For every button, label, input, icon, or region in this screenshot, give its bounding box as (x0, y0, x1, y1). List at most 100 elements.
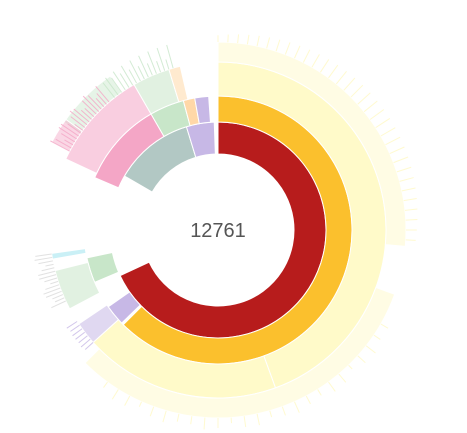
fringe-2-tick-7 (74, 123, 84, 131)
fringe-1-tick-10 (281, 406, 286, 416)
fringe-4-tick-9 (38, 270, 56, 276)
fringe-2-tick-0 (50, 140, 70, 152)
fringe-1-tick-4 (348, 364, 353, 370)
fringe-3-tick-2 (111, 77, 123, 93)
sunburst-fringe (34, 34, 418, 430)
fringe-3-tick-0 (102, 82, 115, 98)
fringe-3-tick-12 (156, 61, 162, 73)
fringe-2-tick-11 (80, 109, 92, 120)
fringe-3-tick-13 (156, 47, 166, 71)
fringe-1-tick-22 (124, 395, 131, 406)
center-hole (142, 154, 294, 306)
fringe-2-tick-16 (95, 97, 105, 108)
fringe-3-tick-10 (146, 63, 153, 76)
ring4-segment-3[interactable] (51, 118, 83, 152)
fringe-2-tick-8 (70, 116, 86, 128)
fringe-0-tick-2 (237, 34, 240, 44)
fringe-0-tick-6 (275, 39, 281, 52)
fringe-3-tick-9 (138, 55, 149, 78)
fringe-1-tick-23 (111, 389, 119, 400)
fringe-4-tick-0 (51, 300, 66, 309)
fringe-0-tick-21 (385, 136, 401, 146)
fringe-2-tick-17 (96, 93, 107, 105)
fringe-1-tick-3 (357, 355, 366, 364)
fringe-3-tick-1 (105, 77, 119, 96)
fringe-4-tick-1 (54, 297, 65, 303)
fringe-0-tick-8 (294, 45, 301, 59)
fringe-1-tick-21 (138, 401, 142, 407)
fringe-0-tick-9 (302, 49, 311, 63)
ring3-segment-7[interactable] (168, 65, 189, 103)
ring3-segment-2[interactable] (78, 304, 120, 344)
fringe-4-tick-6 (50, 280, 59, 285)
fringe-0-tick-24 (396, 166, 412, 173)
fringe-3-tick-15 (166, 44, 174, 69)
fringe-2-tick-5 (60, 123, 80, 137)
fringe-5-tick-3 (75, 331, 86, 340)
fringe-4-tick-12 (38, 260, 53, 265)
fringe-2-tick-14 (82, 95, 100, 112)
fringe-0-tick-18 (369, 109, 385, 120)
ring2-segment-6[interactable] (194, 95, 211, 125)
fringe-3-tick-5 (120, 65, 134, 86)
fringe-0-tick-14 (343, 77, 356, 91)
fringe-1-tick-2 (365, 345, 376, 354)
fringe-1-tick-6 (328, 381, 336, 392)
ring3-segment-4[interactable] (51, 248, 87, 260)
fringe-3-tick-4 (119, 73, 130, 88)
fringe-4-tick-14 (35, 253, 52, 257)
fringe-1-tick-24 (103, 381, 108, 388)
fringe-0-tick-22 (389, 146, 405, 154)
fringe-0-tick-10 (311, 54, 320, 68)
fringe-4-tick-7 (44, 277, 58, 283)
fringe-3-tick-7 (129, 60, 141, 82)
fringe-3-tick-14 (165, 59, 170, 70)
fringe-0-tick-5 (266, 37, 271, 49)
fringe-0-tick-4 (256, 35, 260, 47)
fringe-4-tick-10 (41, 267, 55, 272)
fringe-4-tick-8 (39, 274, 57, 280)
fringe-0-tick-7 (284, 42, 291, 55)
fringe-4-tick-2 (52, 294, 64, 300)
fringe-1-tick-19 (162, 410, 167, 423)
fringe-5-tick-6 (66, 321, 78, 329)
ring4-segment-1[interactable] (84, 286, 396, 419)
fringe-3-tick-8 (137, 66, 145, 80)
ring4-segment-0[interactable] (217, 41, 407, 247)
fringe-1-tick-0 (380, 323, 389, 329)
fringe-5-tick-5 (70, 324, 80, 332)
fringe-0-tick-23 (393, 156, 409, 164)
fringe-0-tick-29 (405, 219, 418, 221)
fringe-2-tick-18 (95, 85, 110, 103)
fringe-5-tick-2 (78, 335, 88, 344)
fringe-4-tick-11 (45, 263, 54, 267)
ring3-segment-3[interactable] (54, 261, 101, 310)
fringe-1-tick-13 (243, 416, 247, 428)
fringe-2-tick-3 (61, 133, 76, 143)
fringe-0-tick-31 (405, 239, 416, 241)
fringe-2-tick-6 (67, 123, 82, 134)
fringe-1-tick-12 (256, 413, 260, 426)
fringe-0-tick-11 (319, 59, 330, 73)
fringe-4-tick-4 (43, 287, 61, 295)
sunburst-rings (51, 41, 407, 419)
fringe-0-tick-17 (363, 100, 378, 113)
fringe-1-tick-20 (149, 406, 155, 417)
fringe-0-tick-3 (246, 34, 250, 45)
fringe-4-tick-3 (45, 290, 62, 298)
fringe-2-tick-12 (84, 107, 95, 118)
fringe-0-tick-15 (350, 84, 364, 98)
fringe-1-tick-1 (373, 334, 381, 340)
fringe-1-tick-16 (203, 417, 206, 430)
fringe-3-tick-3 (112, 71, 126, 91)
fringe-2-tick-15 (87, 95, 102, 110)
fringe-0-tick-25 (399, 177, 414, 182)
fringe-5-tick-4 (72, 328, 83, 337)
fringe-0-tick-16 (357, 92, 371, 105)
fringe-1-tick-5 (338, 373, 347, 383)
fringe-0-tick-28 (404, 208, 418, 211)
fringe-0-tick-26 (401, 187, 416, 192)
fringe-2-tick-9 (69, 110, 88, 126)
fringe-2-tick-2 (64, 139, 74, 146)
